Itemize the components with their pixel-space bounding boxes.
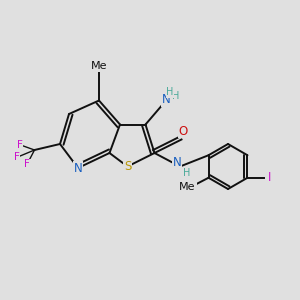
Text: N: N: [172, 156, 182, 170]
Text: Me: Me: [91, 61, 107, 71]
Text: S: S: [124, 160, 131, 173]
Text: N: N: [74, 161, 82, 175]
Text: O: O: [178, 124, 188, 138]
Text: Me: Me: [179, 182, 196, 192]
Text: H: H: [183, 167, 190, 178]
Text: F: F: [24, 159, 30, 170]
Text: F: F: [16, 140, 22, 150]
Text: H: H: [172, 91, 179, 101]
Text: F: F: [14, 152, 20, 163]
Text: I: I: [268, 171, 271, 184]
Text: H: H: [167, 87, 174, 97]
Text: N: N: [162, 93, 171, 106]
